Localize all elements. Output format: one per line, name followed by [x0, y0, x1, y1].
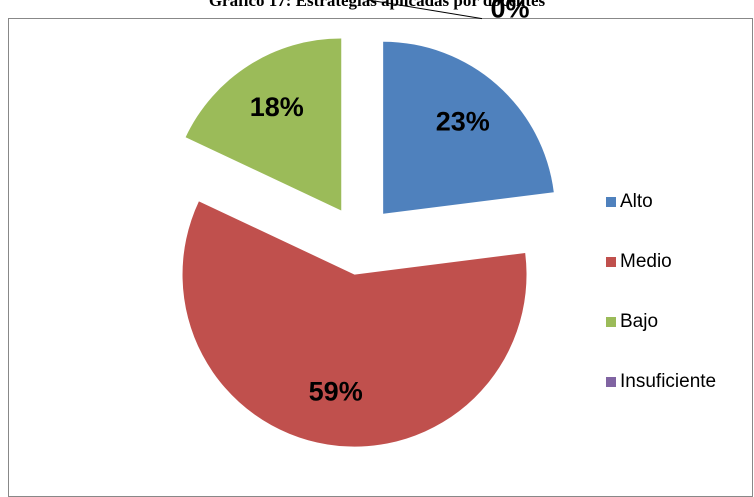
legend-swatch	[606, 317, 616, 327]
legend-swatch	[606, 377, 616, 387]
data-label: 0%	[490, 0, 529, 24]
pie-slice	[383, 41, 554, 214]
legend-label: Alto	[620, 191, 653, 212]
chart-title: Gráfico 17: Estrategias aplicadas por do…	[209, 0, 546, 10]
legend-label: Bajo	[620, 311, 658, 332]
data-label: 18%	[250, 92, 304, 122]
pie-slice	[185, 38, 342, 211]
pie-slice	[182, 201, 527, 447]
legend-label: Insuficiente	[620, 371, 716, 392]
legend-swatch	[606, 257, 616, 267]
leader-line	[365, 0, 483, 20]
legend-label: Medio	[620, 251, 672, 272]
data-label: 59%	[309, 377, 363, 407]
data-label: 23%	[436, 107, 490, 137]
legend-swatch	[606, 197, 616, 207]
